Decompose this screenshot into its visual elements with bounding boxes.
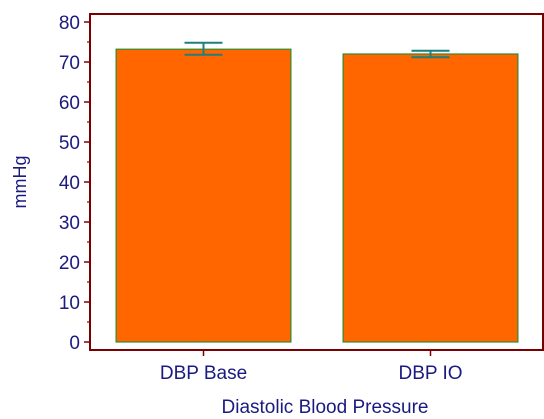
y-tick-label: 60 (59, 93, 80, 114)
y-tick-label: 70 (59, 53, 80, 74)
plot-frame (89, 13, 544, 351)
bar-dbp-io (342, 53, 519, 343)
y-tick-label: 80 (59, 13, 80, 34)
y-tick-label: 20 (59, 253, 80, 274)
bars (115, 48, 519, 343)
bar-dbp-base (115, 48, 292, 343)
x-tick-label: DBP IO (398, 363, 462, 384)
y-tick-label: 30 (59, 213, 80, 234)
y-axis-ticks: 0 10 20 30 40 50 60 70 80 (59, 13, 90, 354)
y-axis-label: mmHg (10, 156, 30, 209)
y-tick-label: 10 (59, 293, 80, 314)
error-bars (184, 41, 450, 59)
y-tick-label: 0 (69, 333, 80, 354)
x-axis-ticks: DBP Base DBP IO (160, 350, 463, 384)
y-tick-label: 40 (59, 173, 80, 194)
x-tick-label: DBP Base (160, 363, 247, 384)
y-tick-label: 50 (59, 133, 80, 154)
x-axis-label: Diastolic Blood Pressure (222, 397, 429, 418)
